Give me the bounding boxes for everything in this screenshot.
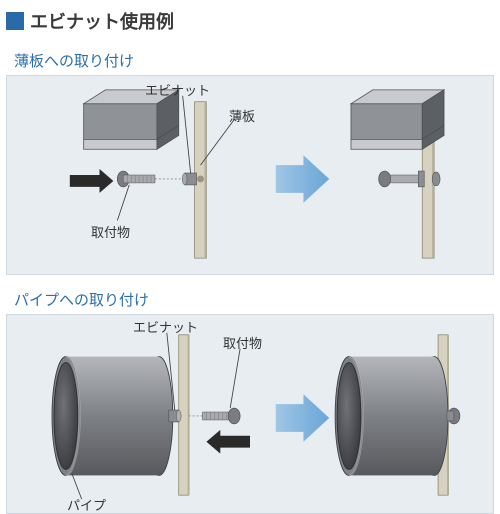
panel-pipe: エビナット 取付物 パイプ (6, 314, 494, 514)
page-title: エビナット使用例 (30, 8, 174, 34)
label-ebinut-1: エビナット (145, 80, 210, 99)
label-attachment-1: 取付物 (91, 222, 130, 241)
section1-title: 薄板への取り付け (0, 44, 500, 75)
label-thin-plate: 薄板 (229, 106, 255, 125)
label-pipe: パイプ (67, 495, 106, 514)
label-ebinut-2: エビナット (133, 317, 198, 336)
panel-thin-plate: エビナット 薄板 取付物 (6, 75, 494, 275)
section2-title: パイプへの取り付け (0, 283, 500, 314)
header: エビナット使用例 (0, 0, 500, 44)
label-attachment-2: 取付物 (223, 333, 262, 352)
header-mark-icon (6, 12, 24, 30)
